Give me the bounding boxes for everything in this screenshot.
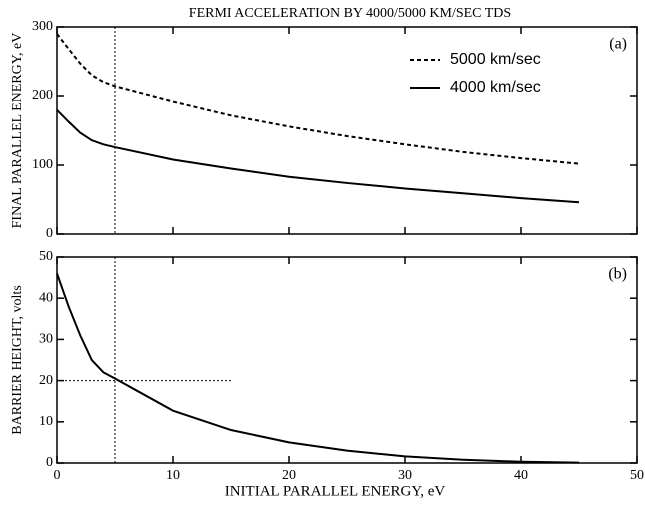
y-tick-label: 0 <box>46 226 53 241</box>
y-tick-label: 20 <box>39 373 53 388</box>
data-line <box>56 33 580 165</box>
x-tick-label: 40 <box>514 468 528 483</box>
x-tick-label: 20 <box>282 468 296 483</box>
chart-title: FERMI ACCELERATION BY 4000/5000 KM/SEC T… <box>189 6 511 21</box>
y-axis-label: FINAL PARALLEL ENERGY, eV <box>10 33 25 229</box>
y-tick-label: 10 <box>39 414 53 429</box>
legend-label: 5000 km/sec <box>450 51 541 68</box>
x-tick-label: 0 <box>54 468 61 483</box>
y-tick-label: 200 <box>32 88 53 103</box>
legend-label: 4000 km/sec <box>450 79 541 96</box>
x-tick-label: 10 <box>166 468 180 483</box>
y-tick-label: 50 <box>39 249 53 264</box>
data-line <box>56 109 580 204</box>
x-axis-label: INITIAL PARALLEL ENERGY, eV <box>225 483 446 499</box>
y-tick-label: 0 <box>46 455 53 470</box>
y-axis-label: BARRIER HEIGHT, volts <box>10 285 25 434</box>
panel-label: (a) <box>609 36 627 53</box>
data-line <box>56 273 580 464</box>
x-tick-label: 50 <box>630 468 644 483</box>
y-tick-label: 30 <box>39 332 53 347</box>
y-tick-label: 40 <box>39 290 53 305</box>
y-tick-label: 100 <box>32 157 53 172</box>
plot-frame <box>56 256 638 464</box>
y-tick-label: 300 <box>32 19 53 34</box>
plot-frame <box>56 26 638 235</box>
x-tick-label: 30 <box>398 468 412 483</box>
panel-label: (b) <box>608 266 627 283</box>
